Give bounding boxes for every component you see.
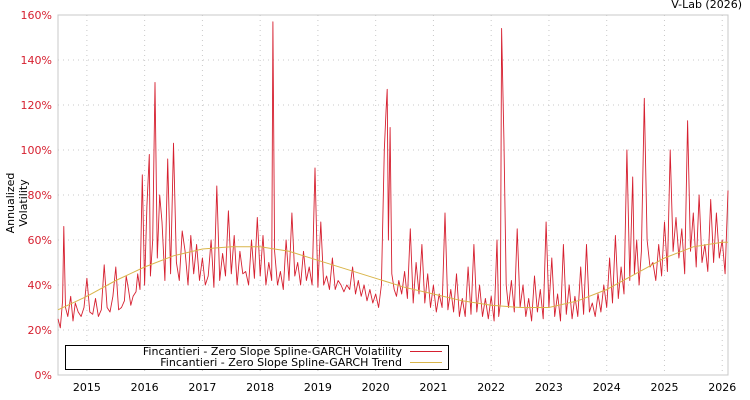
x-tick-label: 2021 xyxy=(419,381,447,394)
y-tick-label: 60% xyxy=(28,234,52,247)
legend-item-volatility: Fincantieri - Zero Slope Spline-GARCH Vo… xyxy=(143,346,442,358)
legend-label: Fincantieri - Zero Slope Spline-GARCH Tr… xyxy=(160,356,402,369)
legend-label: Fincantieri - Zero Slope Spline-GARCH Vo… xyxy=(142,345,402,358)
source-credit: V-Lab (2026) xyxy=(671,0,742,11)
legend-item-trend: Fincantieri - Zero Slope Spline-GARCH Tr… xyxy=(160,357,442,369)
x-tick-label: 2020 xyxy=(362,381,390,394)
x-tick-label: 2017 xyxy=(188,381,216,394)
x-tick-label: 2018 xyxy=(246,381,274,394)
legend-swatch-trend xyxy=(410,362,442,364)
y-tick-label: 80% xyxy=(28,189,52,202)
volatility-line xyxy=(57,21,729,329)
y-tick-label: 20% xyxy=(28,324,52,337)
y-axis-ticks: 0% 20% 40% 60% 80% 100% 120% 140% 160% xyxy=(21,9,52,382)
grid-lines xyxy=(58,15,728,375)
x-tick-label: 2025 xyxy=(650,381,678,394)
x-tick-label: 2023 xyxy=(535,381,563,394)
y-tick-label: 0% xyxy=(35,369,52,382)
x-tick-label: 2024 xyxy=(593,381,621,394)
x-tick-label: 2026 xyxy=(708,381,736,394)
x-tick-label: 2015 xyxy=(73,381,101,394)
y-tick-label: 100% xyxy=(21,144,52,157)
legend-swatch-volatility xyxy=(410,351,442,353)
x-tick-label: 2019 xyxy=(304,381,332,394)
y-tick-label: 120% xyxy=(21,99,52,112)
x-axis-ticks: 2015 2016 2017 2018 2019 2020 2021 2022 2023 2024… xyxy=(73,381,736,394)
y-axis-label: Annualized Volatility xyxy=(4,172,30,234)
trend-line xyxy=(57,241,728,311)
x-tick-label: 2022 xyxy=(477,381,505,394)
x-tick-label: 2016 xyxy=(131,381,159,394)
y-tick-label: 40% xyxy=(28,279,52,292)
y-tick-label: 140% xyxy=(21,54,52,67)
y-tick-label: 160% xyxy=(21,9,52,22)
legend: Fincantieri - Zero Slope Spline-GARCH Vo… xyxy=(65,345,449,370)
